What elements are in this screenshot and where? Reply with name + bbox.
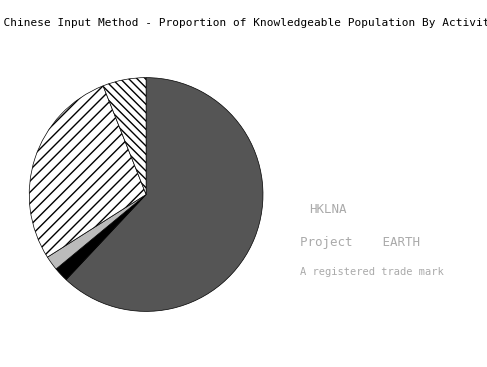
Wedge shape [29,86,146,257]
Text: A Chinese Input Method - Proportion of Knowledgeable Population By Activity: A Chinese Input Method - Proportion of K… [0,18,487,28]
Text: HKLNA: HKLNA [309,203,347,216]
Wedge shape [103,78,146,195]
Wedge shape [47,195,146,269]
Wedge shape [56,195,146,280]
Text: A registered trade mark: A registered trade mark [300,267,443,277]
Text: Project    EARTH: Project EARTH [300,236,419,249]
Wedge shape [66,78,263,311]
